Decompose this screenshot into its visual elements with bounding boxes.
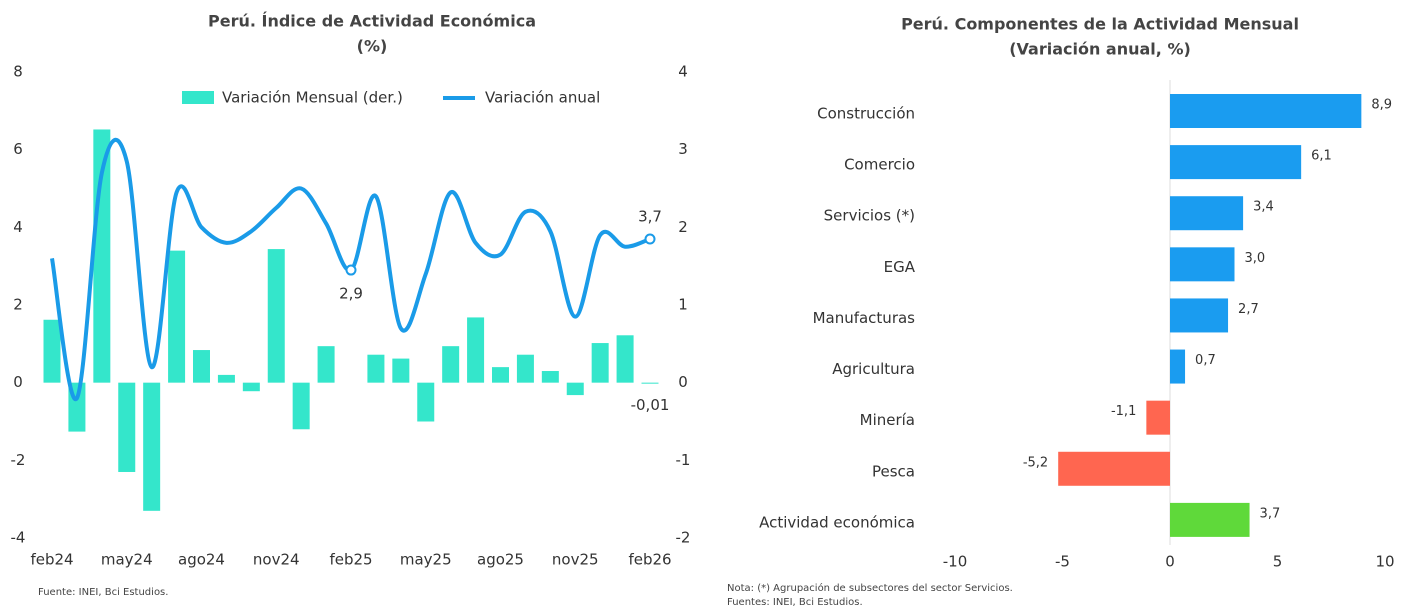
legend-swatch — [182, 91, 214, 104]
bar — [566, 382, 584, 396]
chart-title: Perú. Componentes de la Actividad Mensua… — [901, 15, 1299, 34]
bar — [1170, 196, 1244, 231]
data-label: 3,4 — [1253, 200, 1274, 215]
x-tick-label: nov25 — [552, 551, 599, 569]
bar — [143, 382, 161, 511]
y2-tick-label: 3 — [678, 140, 688, 158]
x-tick-label: 0 — [1165, 553, 1175, 571]
bar — [492, 367, 509, 383]
data-label: 8,9 — [1371, 98, 1392, 113]
bar — [1170, 145, 1302, 180]
y-tick-label: 6 — [13, 140, 23, 158]
source: Fuente: INEI, Bci Estudios. — [38, 587, 168, 598]
bar — [641, 382, 659, 384]
legend-label: Variación Mensual (der.) — [222, 89, 403, 107]
y-tick-label: Agricultura — [832, 360, 915, 378]
chart-title: Perú. Índice de Actividad Económica — [208, 12, 536, 31]
y-tick-label: Pesca — [872, 462, 915, 480]
x-tick-label: nov24 — [253, 551, 300, 569]
bar — [467, 317, 485, 383]
chart-subtitle: (%) — [357, 37, 388, 56]
bar — [267, 249, 285, 383]
bar — [43, 319, 61, 383]
y-tick-label: Manufacturas — [813, 309, 916, 327]
bar — [168, 250, 186, 383]
x-tick-label: ago24 — [178, 551, 225, 569]
bar — [591, 343, 609, 383]
line — [50, 138, 651, 402]
x-tick-label: feb25 — [329, 551, 372, 569]
y2-tick-label: -1 — [676, 451, 691, 469]
y2-tick-label: 2 — [678, 218, 688, 236]
x-tick-label: feb24 — [30, 551, 73, 569]
bar — [541, 371, 559, 383]
note: Fuentes: INEI, Bci Estudios. — [727, 597, 863, 607]
data-label: -1,1 — [1111, 404, 1136, 419]
y-tick-label: Minería — [860, 411, 915, 429]
x-tick-label: 5 — [1273, 553, 1283, 571]
x-tick-label: -10 — [943, 553, 968, 571]
data-label: -0,01 — [631, 396, 670, 414]
data-label: 0,7 — [1195, 353, 1216, 368]
y-tick-label: Servicios (*) — [824, 207, 915, 225]
y-tick-label: -4 — [11, 529, 26, 547]
data-label: 2,9 — [339, 285, 363, 303]
bar — [1058, 451, 1170, 486]
bar — [1170, 94, 1362, 128]
bar — [1170, 502, 1250, 537]
point-marker — [644, 233, 656, 245]
x-tick-label: feb26 — [628, 551, 671, 569]
bar — [442, 346, 460, 383]
bar — [1170, 298, 1229, 333]
note: Nota: (*) Agrupación de subsectores del … — [727, 582, 1013, 594]
y2-tick-label: 0 — [678, 373, 688, 391]
x-tick-label: may24 — [101, 551, 153, 569]
data-label: 2,7 — [1238, 302, 1259, 317]
bar — [317, 346, 335, 383]
y-tick-label: -2 — [11, 451, 26, 469]
x-tick-label: may25 — [400, 551, 452, 569]
bar — [392, 358, 410, 383]
x-tick-label: 10 — [1375, 553, 1394, 571]
data-label: 3,7 — [638, 207, 662, 225]
bar — [616, 335, 634, 383]
x-tick-label: -5 — [1055, 553, 1070, 571]
point-marker — [345, 264, 357, 276]
y-tick-label: 4 — [13, 218, 23, 236]
legend-label: Variación anual — [485, 89, 600, 107]
bar — [1170, 349, 1186, 384]
y-tick-label: Comercio — [844, 156, 915, 174]
data-label: 6,1 — [1311, 149, 1332, 164]
x-tick-label: ago25 — [477, 551, 524, 569]
bar — [1170, 247, 1235, 282]
y-tick-label: Construcción — [817, 105, 915, 123]
y2-tick-label: 4 — [678, 63, 688, 81]
bar — [292, 382, 310, 430]
chart-subtitle: (Variación anual, %) — [1009, 40, 1191, 59]
y-tick-label: 8 — [13, 63, 23, 81]
bar — [242, 382, 260, 392]
y2-tick-label: 1 — [678, 296, 688, 314]
bar — [367, 354, 385, 383]
bar — [193, 350, 210, 383]
data-label: -5,2 — [1023, 455, 1048, 470]
y-tick-label: EGA — [884, 258, 916, 276]
y-tick-label: 2 — [13, 296, 23, 314]
y-tick-label: 0 — [13, 373, 23, 391]
bar — [516, 354, 534, 383]
y2-tick-label: -2 — [676, 529, 691, 547]
data-label: 3,0 — [1245, 251, 1266, 266]
y-tick-label: Actividad económica — [759, 513, 915, 531]
data-label: 3,7 — [1260, 506, 1281, 521]
bar — [417, 382, 435, 422]
bar — [1146, 400, 1170, 435]
bar — [118, 382, 136, 472]
bar — [217, 374, 235, 383]
